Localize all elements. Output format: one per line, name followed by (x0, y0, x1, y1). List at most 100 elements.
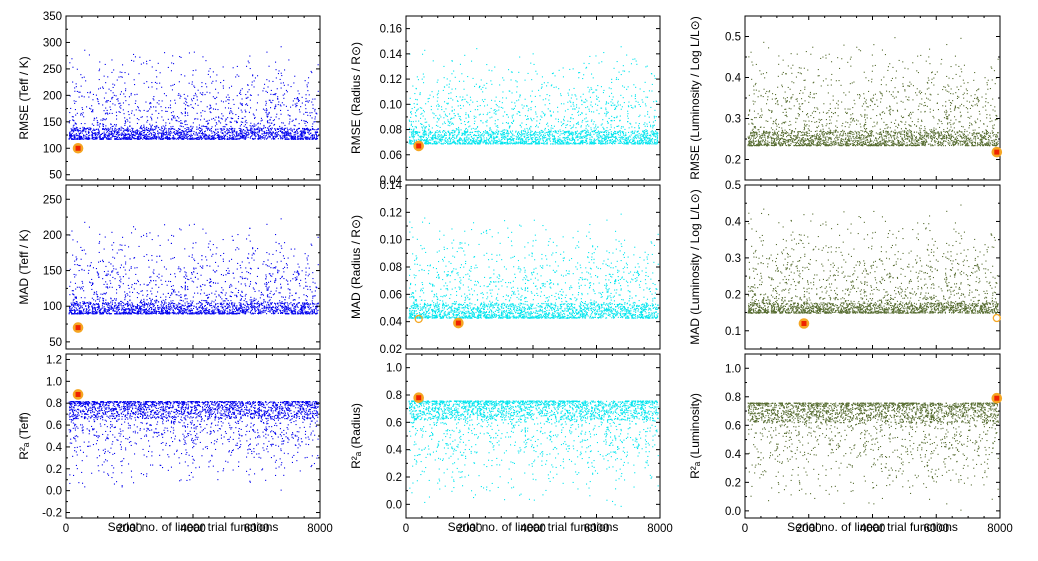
data-point (83, 129, 85, 131)
data-point (600, 86, 602, 88)
data-point (130, 130, 132, 132)
data-point (571, 132, 573, 134)
data-point (252, 113, 254, 115)
data-point (192, 70, 194, 72)
data-point (478, 130, 480, 132)
data-point (86, 138, 88, 140)
data-point (274, 135, 276, 137)
data-point (603, 137, 605, 139)
data-point (75, 133, 77, 135)
data-point (169, 122, 171, 124)
data-point (311, 137, 313, 139)
data-point (428, 125, 430, 127)
data-point (110, 90, 112, 92)
data-point (98, 70, 100, 72)
data-point (259, 123, 261, 125)
data-point (608, 87, 610, 89)
data-point (476, 131, 478, 133)
data-point (295, 132, 297, 134)
data-point (118, 137, 120, 139)
data-point (313, 137, 315, 139)
data-point (464, 139, 466, 141)
data-point (512, 133, 514, 135)
data-point (431, 91, 433, 93)
data-point (100, 138, 102, 140)
data-point (490, 133, 492, 135)
data-point (524, 98, 526, 100)
data-point (166, 132, 168, 134)
data-point (258, 137, 260, 139)
data-point (424, 129, 426, 131)
data-point (637, 141, 639, 143)
data-point (183, 136, 185, 138)
data-point (638, 140, 640, 142)
data-point (569, 138, 571, 140)
data-point (196, 126, 198, 128)
data-point (549, 137, 551, 139)
data-point (132, 135, 134, 137)
data-point (222, 132, 224, 134)
data-point (268, 80, 270, 82)
data-point (419, 107, 421, 109)
data-point (269, 119, 271, 121)
data-point (623, 141, 625, 143)
data-point (645, 139, 647, 141)
data-point (161, 136, 163, 138)
data-point (96, 136, 98, 138)
data-point (312, 137, 314, 139)
data-point (221, 136, 223, 138)
data-point (142, 137, 144, 139)
data-point (106, 138, 108, 140)
data-point (462, 134, 464, 136)
data-point (184, 108, 186, 110)
data-point (131, 130, 133, 132)
data-point (553, 139, 555, 141)
data-point (621, 136, 623, 138)
data-point (605, 130, 607, 132)
data-point (108, 134, 110, 136)
data-point (134, 84, 136, 86)
data-point (516, 141, 518, 143)
data-point (156, 137, 158, 139)
data-point (422, 134, 424, 136)
data-point (105, 112, 107, 114)
data-point (617, 102, 619, 104)
data-point (108, 134, 110, 136)
data-point (445, 140, 447, 142)
data-point (630, 131, 632, 133)
data-point (524, 143, 526, 145)
data-point (493, 137, 495, 139)
data-point (102, 86, 104, 88)
data-point (418, 136, 420, 138)
data-point (212, 137, 214, 139)
data-point (201, 137, 203, 139)
data-point (648, 116, 650, 118)
data-point (480, 88, 482, 90)
data-point (217, 133, 219, 135)
data-point (265, 104, 267, 106)
data-point (93, 124, 95, 126)
data-point (524, 133, 526, 135)
data-point (268, 132, 270, 134)
data-point (225, 133, 227, 135)
data-point (229, 131, 231, 133)
data-point (112, 86, 114, 88)
data-point (254, 77, 256, 79)
data-point (571, 127, 573, 129)
data-point (75, 114, 77, 116)
data-point (143, 132, 145, 134)
data-point (216, 132, 218, 134)
data-point (655, 136, 657, 138)
data-point (640, 141, 642, 143)
data-point (222, 66, 224, 68)
data-point (520, 138, 522, 140)
data-point (124, 82, 126, 84)
data-point (212, 71, 214, 73)
data-point (481, 138, 483, 140)
data-point (284, 131, 286, 133)
data-point (266, 91, 268, 93)
data-point (221, 129, 223, 131)
data-point (76, 130, 78, 132)
data-point (209, 128, 211, 130)
